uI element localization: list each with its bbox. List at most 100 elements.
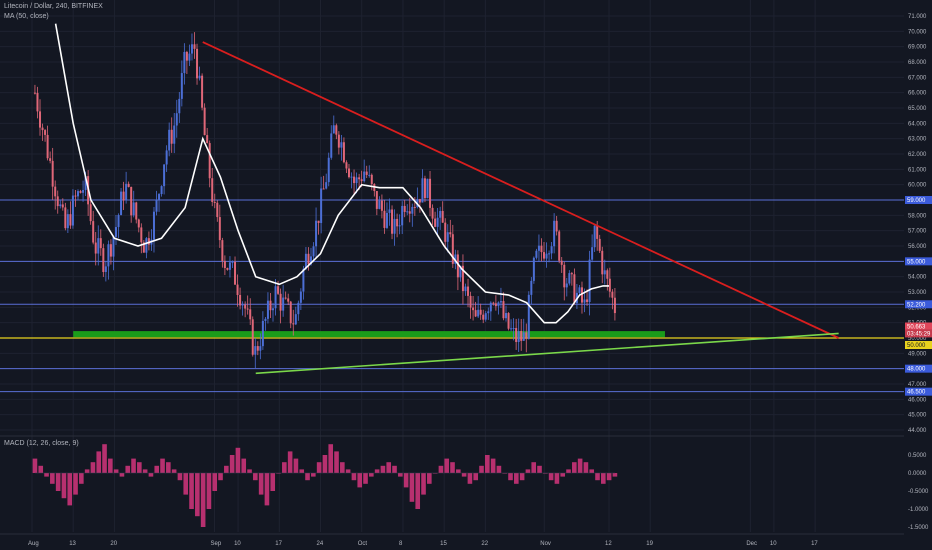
level-badge (905, 364, 932, 373)
candle-body (461, 265, 464, 292)
macd-bar (490, 458, 496, 473)
time-tick-label: 19 (646, 541, 653, 547)
candle-body (545, 253, 548, 259)
candle-body (558, 231, 561, 261)
candle-body (155, 199, 158, 212)
price-tick-label: 57.000 (908, 229, 927, 235)
candle-body (482, 314, 485, 320)
candle-body (82, 189, 85, 193)
candle-body (525, 332, 528, 339)
candle-body (137, 219, 140, 228)
candle-body (601, 250, 604, 275)
candle-body (358, 177, 361, 180)
candle-body (446, 232, 449, 242)
candle-body (92, 221, 95, 243)
macd-bar (247, 469, 252, 473)
candle-body (396, 218, 399, 227)
candle-body (208, 143, 211, 179)
candle-body (173, 125, 176, 144)
price-tick-label: 53.000 (908, 290, 927, 296)
candle-body (598, 238, 601, 251)
candle-body (368, 174, 371, 176)
candle-body (178, 98, 181, 114)
support-zone (73, 331, 665, 338)
price-tick-label: 52.000 (908, 305, 927, 311)
level-badge (905, 300, 932, 309)
candle-body (36, 92, 39, 112)
candle-body (94, 242, 97, 254)
candle-body (451, 234, 454, 264)
candle-body (418, 199, 421, 203)
candle-body (335, 125, 338, 135)
macd-axis[interactable]: 0.5000 0.0000 -0.5000 -1.0000 -1.5000 (908, 453, 929, 531)
price-tick-label: 60.000 (908, 183, 927, 189)
candle-body (494, 303, 497, 307)
macd-bar (508, 473, 513, 481)
candle-body (510, 328, 513, 330)
macd-bar (328, 444, 334, 473)
candle-body (59, 204, 62, 207)
time-tick-label: 17 (275, 541, 282, 547)
candle-body (292, 323, 295, 325)
candle-body (302, 268, 305, 292)
candle-body (79, 191, 82, 193)
time-tick-label: 8 (399, 541, 403, 547)
candle-body (97, 238, 100, 254)
candle-body (365, 171, 368, 175)
candle-body (522, 332, 525, 341)
time-axis[interactable]: Aug 13 20 Sep 10 17 24 Oct 8 15 22 Nov 12 19 Dec 10 17 (0, 533, 904, 547)
candle-body (282, 297, 285, 311)
candle-body (611, 291, 614, 298)
candle-body (223, 260, 226, 269)
time-tick-label: 22 (481, 541, 488, 547)
candle-body (185, 51, 188, 61)
candle-body (218, 217, 221, 241)
macd-bar (456, 469, 461, 473)
macd-bar (212, 473, 218, 491)
price-tick-label: 58.000 (908, 213, 927, 219)
candle-body (350, 176, 353, 178)
time-tick-label: 24 (317, 541, 324, 547)
candle-body (591, 247, 594, 260)
candle-body (104, 266, 107, 272)
macd-bar (525, 469, 531, 473)
macd-bar (258, 473, 264, 495)
candle-body (142, 242, 145, 253)
candle-body (211, 178, 214, 202)
candle-body (135, 202, 138, 220)
level-badge-label: 46.500 (907, 390, 926, 396)
candle-body (429, 178, 432, 208)
macd-bar (119, 473, 125, 477)
candle-body (41, 127, 44, 131)
price-tick-label: 71.000 (908, 14, 927, 20)
price-tick-label: 68.000 (908, 60, 927, 66)
candle-body (234, 261, 237, 285)
resistance-trendline (202, 41, 840, 339)
candle-body (353, 176, 356, 184)
macd-bar (270, 473, 276, 491)
candle-body (183, 51, 186, 74)
candle-body (246, 308, 249, 310)
macd-bar (264, 473, 270, 506)
candle-body (505, 313, 508, 319)
candle-body (203, 107, 206, 136)
candle-body (69, 214, 72, 226)
macd-bar (415, 473, 421, 509)
time-tick-label: Dec (746, 541, 757, 547)
candle-body (244, 304, 247, 309)
candle-body (499, 301, 502, 303)
macd-bar (96, 451, 102, 473)
macd-tick-label: -1.5000 (908, 525, 929, 531)
candle-body (512, 328, 515, 330)
macd-bar (224, 465, 229, 473)
candle-body (565, 283, 568, 288)
price-tick-label: 70.000 (908, 29, 927, 35)
macd-bar (253, 473, 258, 481)
candle-body (449, 232, 452, 235)
candle-body (347, 168, 350, 178)
candle-body (502, 301, 505, 319)
trendlines[interactable] (202, 41, 840, 375)
macd-bar (363, 473, 368, 484)
candle-body (46, 134, 49, 159)
